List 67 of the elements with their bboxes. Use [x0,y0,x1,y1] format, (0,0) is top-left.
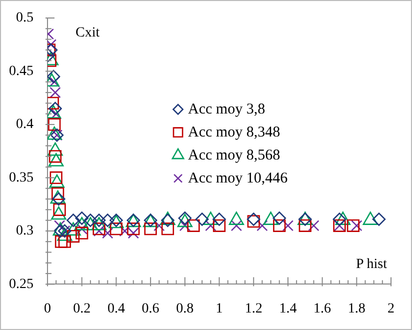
x-tick-label: 1.4 [279,301,297,316]
x-tick-label: 0.6 [142,301,160,316]
point [308,220,320,232]
x-tick-label: 0.2 [73,301,91,316]
point [92,222,106,236]
point [93,225,105,237]
point [102,227,114,239]
x-tick-label: 2 [388,301,394,316]
point [110,222,123,236]
x-axis-title: P hist [356,256,388,272]
point [75,212,88,225]
y-axis-title: Cxit [76,26,100,41]
y-tick-label: 0.4 [16,117,34,132]
point [154,220,165,232]
point [50,171,62,184]
point [48,96,59,110]
legend-label: Acc moy 8,568 [188,147,280,164]
point [48,118,61,131]
point [58,235,71,248]
point [66,214,80,227]
point [205,220,216,232]
point [161,222,174,236]
point [48,102,62,116]
point [66,230,80,243]
point [256,220,268,232]
point [212,219,226,232]
y-tick-label: 0.35 [9,170,34,186]
x-tick-label: 0.4 [107,301,125,316]
point [48,150,62,163]
y-tick-label: 0.25 [9,276,34,292]
point [351,220,362,232]
legend-label: Acc moy 8,348 [188,124,280,140]
point [128,227,139,239]
legend-label: Acc moy 3,8 [188,101,266,118]
point [127,222,140,236]
y-tick-label: 0.5 [16,10,34,26]
point [84,214,98,227]
point [144,222,157,236]
point [76,226,88,240]
x-tick-label: 1 [216,301,223,316]
point [282,220,294,232]
point [247,215,260,228]
point [119,225,130,237]
point [346,219,360,232]
point [48,70,60,84]
point [54,235,68,248]
point [100,214,114,227]
x-tick-label: 1.6 [314,301,332,316]
y-tick-label: 0.3 [16,224,34,239]
point [298,219,312,232]
point [230,220,242,232]
point [195,212,209,226]
point [187,219,200,232]
y-tick-label: 0.45 [9,64,34,79]
point [92,214,106,227]
point [273,219,286,232]
legend-label: Acc moy 10,446 [188,170,288,186]
x-tick-label: 0 [44,301,51,316]
x-tick-label: 0.8 [176,301,194,316]
point [332,212,346,226]
point [212,212,226,226]
point [178,212,192,225]
point [372,212,386,226]
x-tick-label: 1.8 [348,301,366,316]
point [246,212,260,226]
point [272,212,286,225]
x-tick-label: 1.2 [244,301,262,316]
